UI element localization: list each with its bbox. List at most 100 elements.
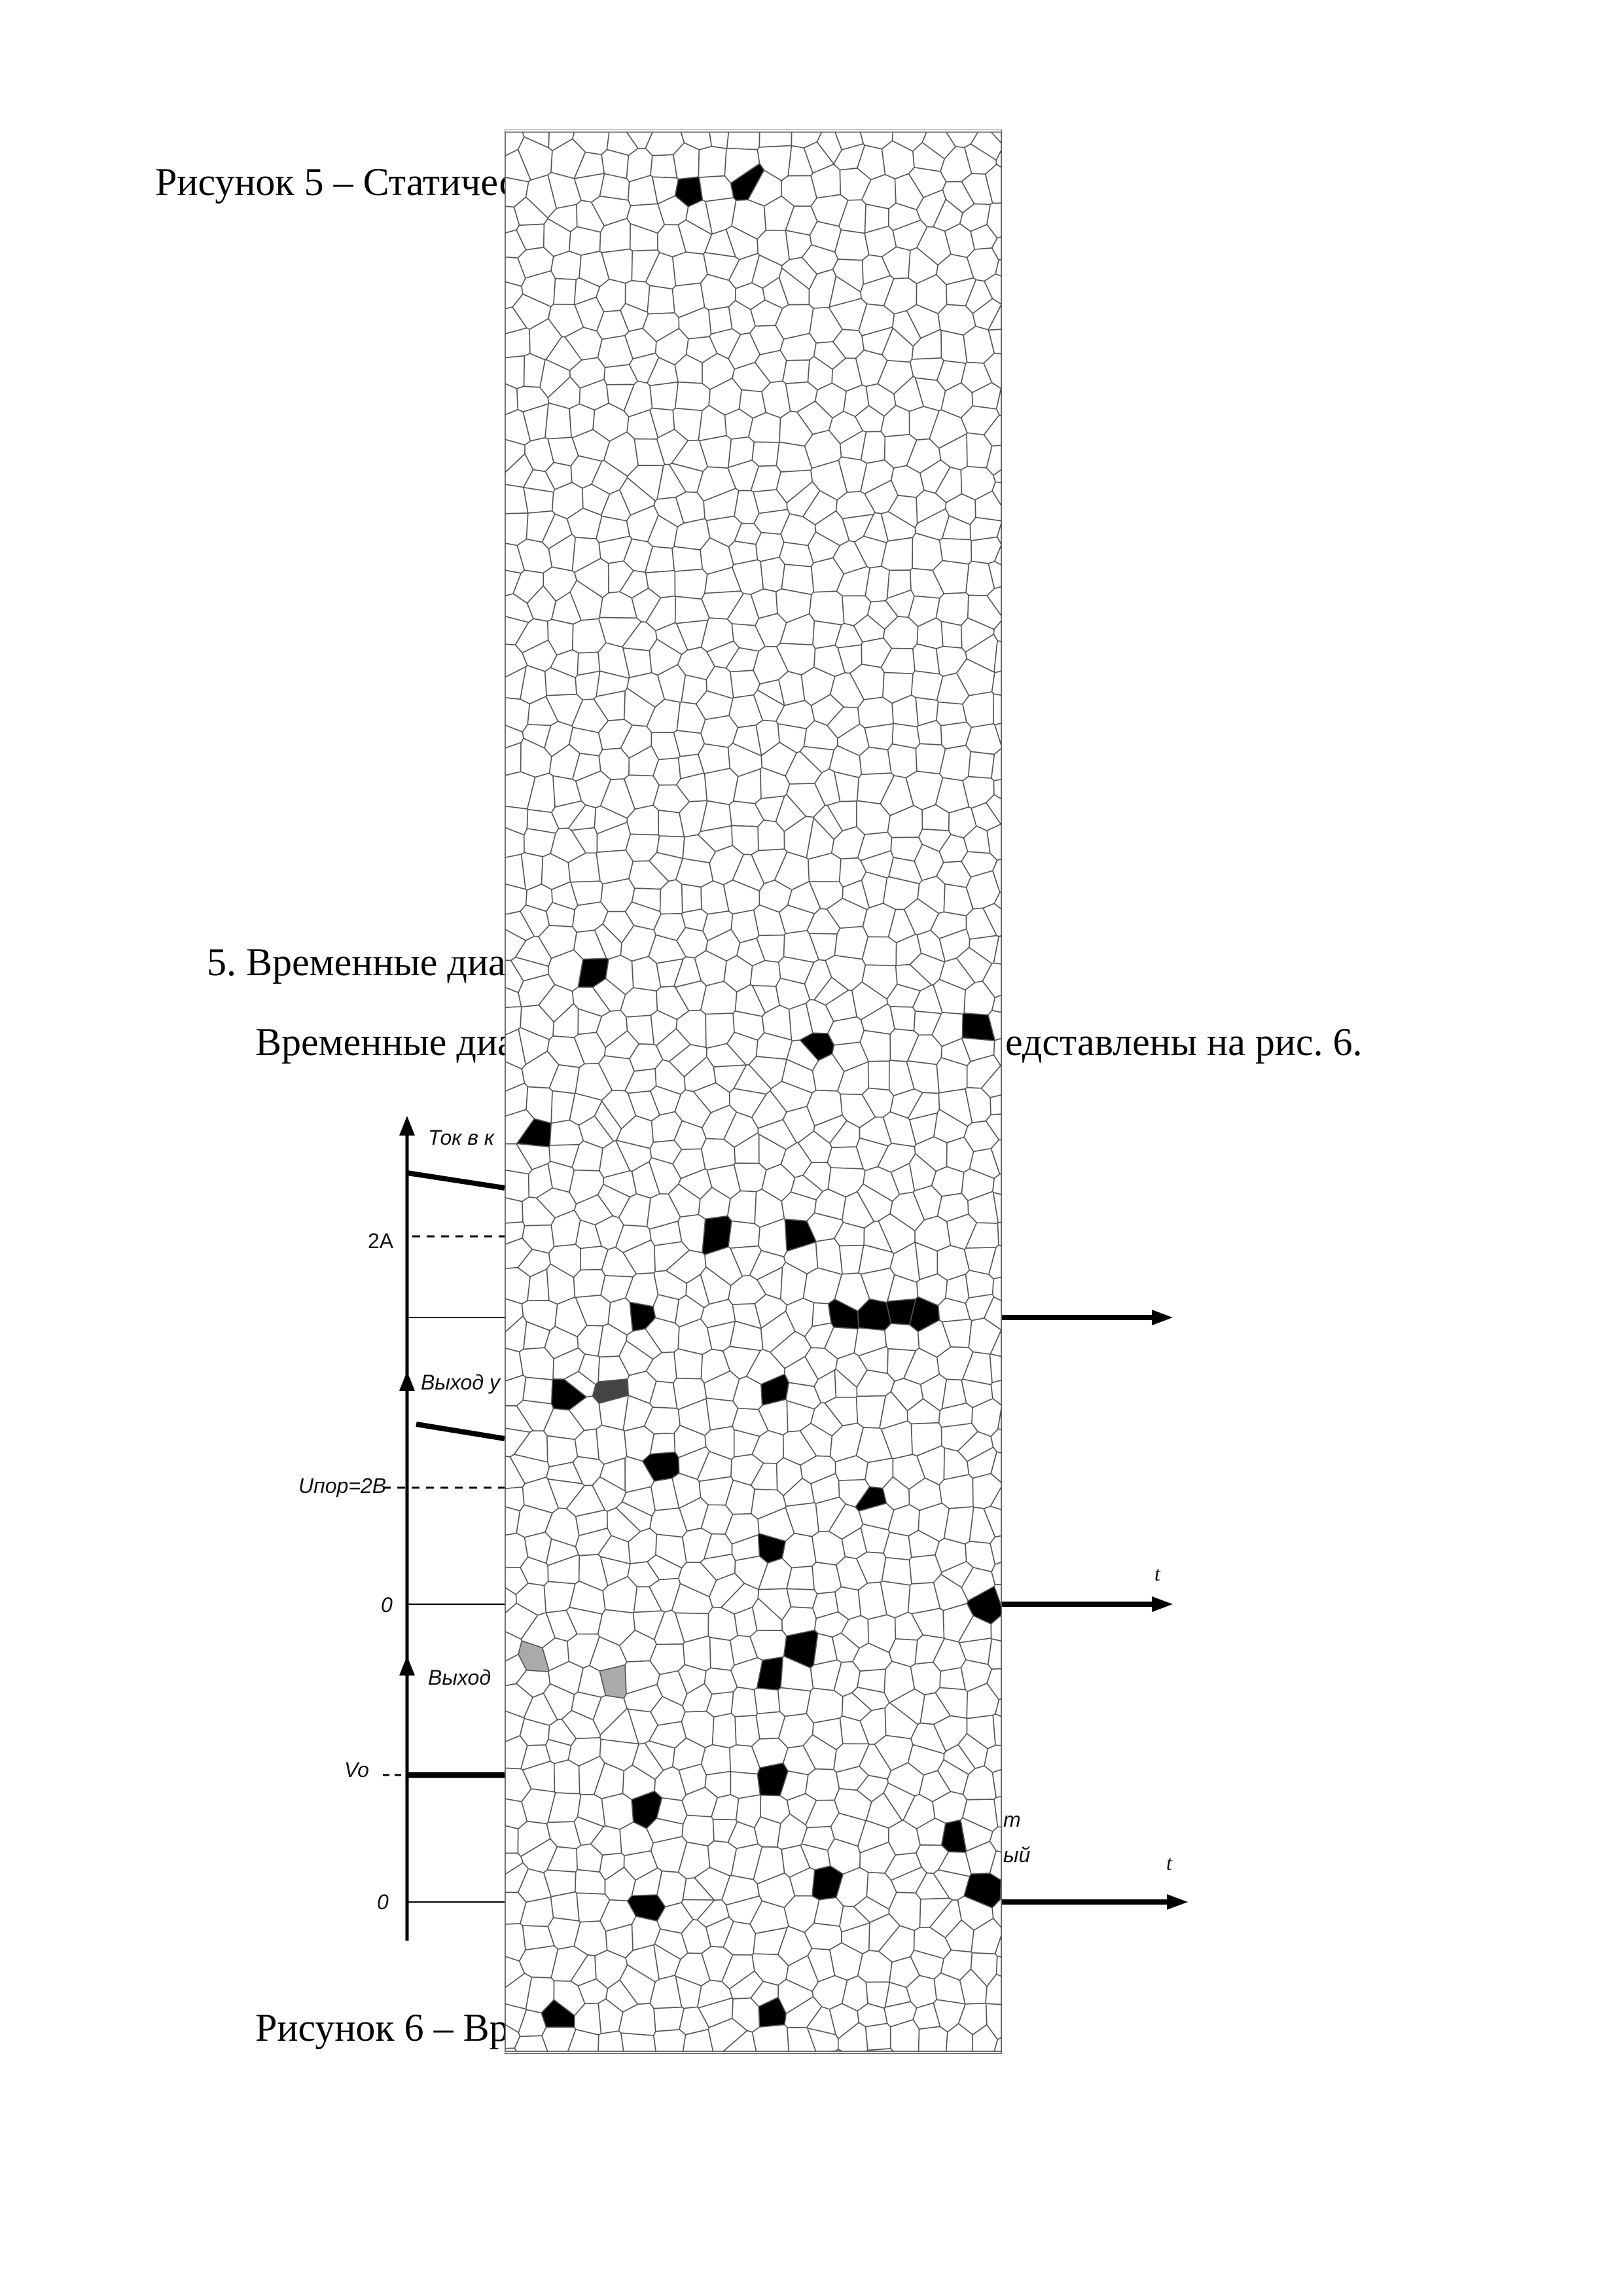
mosaic-cell <box>806 1687 844 1724</box>
mosaic-cell <box>573 1268 606 1299</box>
panel3-zero-label: 0 <box>377 1890 389 1914</box>
mosaic-cell <box>988 560 1001 590</box>
mosaic-cell <box>550 1891 580 1922</box>
mosaic-cell <box>505 1825 519 1854</box>
panel1-signal <box>406 1170 505 1191</box>
mosaic-cell <box>995 1955 1001 1977</box>
mosaic-cell <box>965 1270 995 1299</box>
mosaic-cell <box>700 1744 732 1776</box>
mosaic-cell <box>943 1506 974 1545</box>
mosaic-cell <box>730 1686 758 1717</box>
mosaic-cell <box>988 1009 1001 1041</box>
mosaic-cell <box>518 1347 554 1380</box>
mosaic-cell <box>505 355 526 389</box>
mosaic-cell <box>865 2022 891 2051</box>
paragraph-right: едставлены на рис. 6. <box>1005 1020 1363 1064</box>
panel3-time-label: t <box>1166 1851 1172 1874</box>
mosaic-cell <box>751 2024 790 2052</box>
voronoi-mosaic-overlay <box>505 130 1002 2054</box>
mosaic-cell <box>990 132 1001 144</box>
mosaic-cell <box>649 381 679 411</box>
mosaic-cell <box>698 145 727 178</box>
mosaic-cell <box>711 1713 737 1749</box>
mosaic-cell <box>984 273 1001 305</box>
mosaic-cell <box>675 857 714 888</box>
mosaic-cell <box>808 590 845 626</box>
mosaic-cell <box>997 1221 1001 1247</box>
mosaic-cell <box>991 481 1001 507</box>
mosaic-cell <box>673 1348 704 1380</box>
mosaic-cell <box>936 701 968 726</box>
mosaic-cell <box>867 1060 890 1091</box>
panel2-time-label: t <box>1154 1562 1160 1585</box>
panel1-title: Ток в к <box>428 1126 494 1149</box>
mosaic-cell <box>786 1588 818 1609</box>
mosaic-cell <box>749 960 781 987</box>
mosaic-cell <box>992 1713 1001 1746</box>
mosaic-cell <box>553 278 577 306</box>
paragraph-left: Временные диа <box>255 1020 515 1064</box>
axis-arrow-2 <box>399 1371 415 1391</box>
mosaic-cell <box>599 173 630 201</box>
mosaic-cell <box>813 1897 844 1928</box>
mosaic-cell <box>505 2047 518 2052</box>
mosaic-cell <box>652 757 681 786</box>
mosaic-cell <box>758 132 793 148</box>
mosaic-cell <box>523 486 554 514</box>
axis-arrow-3 <box>399 1656 415 1676</box>
panel2-level-label: Uпор=2В <box>298 1474 387 1498</box>
mosaic-cell <box>704 768 739 806</box>
mosaic-cell <box>989 1353 1001 1384</box>
mosaic-cell <box>834 229 870 261</box>
mosaic-cell <box>938 1474 974 1509</box>
mosaic-cell <box>505 1197 524 1224</box>
mosaic-cell <box>983 1505 1001 1538</box>
panel3-title: Выход <box>428 1666 491 1689</box>
mosaic-cell <box>994 723 1001 745</box>
mosaic-cell <box>647 285 675 315</box>
mosaic-cell <box>726 132 760 151</box>
mosaic-cell <box>857 696 894 729</box>
mosaic-cell <box>700 715 739 748</box>
mosaic-cell <box>760 556 785 592</box>
mosaic-cell <box>652 2029 687 2052</box>
mosaic-cell <box>991 1562 1001 1585</box>
section-heading: 5. Временные диа <box>207 941 506 984</box>
mosaic-cell <box>681 883 702 914</box>
figure5-caption: Рисунок 5 – Статичес <box>155 160 517 204</box>
mosaic-cell <box>859 746 892 776</box>
right-fragment-2: ый <box>1003 1843 1031 1867</box>
panel2-zero-label: 0 <box>381 1593 393 1617</box>
mosaic-cell <box>777 1687 812 1717</box>
mosaic-cell <box>864 723 894 751</box>
mosaic-cell <box>912 643 940 675</box>
mosaic-cell <box>993 1584 1001 1606</box>
mosaic-cell <box>650 154 678 179</box>
mosaic-cell <box>881 1556 912 1586</box>
figure6-caption: Рисунок 6 – Вр <box>255 2006 509 2049</box>
mosaic-cell <box>889 1006 916 1031</box>
panel2-title: Выход у <box>421 1371 500 1394</box>
mosaic-cell <box>597 2030 624 2052</box>
mosaic-cell <box>990 1535 1001 1566</box>
mosaic-cell <box>990 1094 1001 1115</box>
panel1-level-label: 2A <box>368 1229 394 1253</box>
mosaic-cell <box>804 1768 840 1801</box>
mosaic-cell <box>601 1793 634 1830</box>
axis-arrow-1 <box>399 1116 415 1136</box>
mosaic-cell <box>522 1376 553 1405</box>
mosaic-cell <box>575 1869 606 1895</box>
mosaic-cell <box>553 1759 580 1795</box>
mosaic-cell <box>865 565 890 603</box>
mosaic-cell <box>728 1220 760 1249</box>
mosaic-cell <box>918 2026 948 2052</box>
mosaic-cell <box>861 936 897 967</box>
mosaic-cell <box>751 441 780 467</box>
mosaic-cell <box>620 2032 657 2052</box>
panel3-level-label: Vo <box>344 1758 369 1782</box>
mosaic-cell <box>730 1770 761 1799</box>
mosaic-cell <box>550 250 582 280</box>
mosaic-cell <box>880 537 914 571</box>
